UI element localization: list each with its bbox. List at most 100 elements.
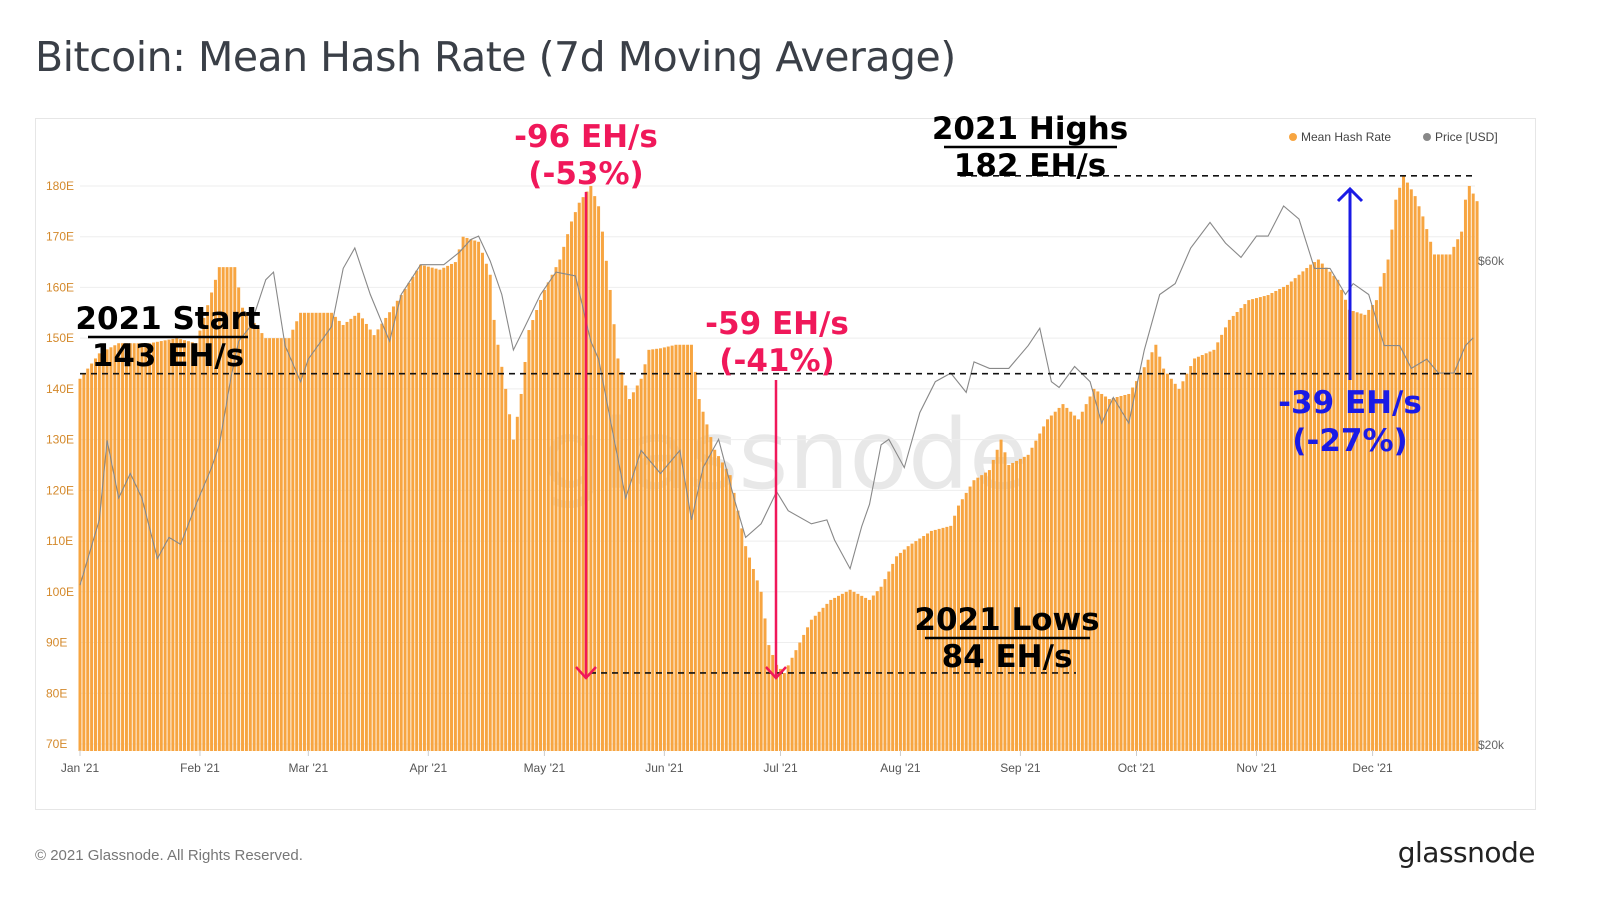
hash-rate-bar [593, 196, 597, 752]
hash-rate-bar [1367, 309, 1371, 751]
hash-rate-bar [302, 312, 306, 751]
hash-rate-bar [887, 571, 891, 751]
hash-rate-bar [1456, 239, 1460, 751]
hash-rate-bar [391, 306, 395, 751]
hash-rate-bar [109, 347, 113, 751]
hash-rate-bar [1340, 289, 1344, 751]
hash-rate-bar [213, 279, 217, 751]
hash-rate-bar [364, 323, 368, 751]
hash-rate-bar [1038, 433, 1042, 751]
hash-rate-bar [1107, 399, 1111, 751]
hash-rate-bar [217, 267, 221, 751]
hash-rate-bar [283, 338, 287, 751]
hash-rate-bar [1297, 274, 1301, 751]
hash-rate-bar [1409, 189, 1413, 752]
hash-rate-bar [241, 307, 245, 751]
hash-rate-bar [314, 312, 318, 751]
hash-rate-bar [310, 312, 314, 751]
hash-rate-bar [1057, 407, 1061, 751]
start-title: 2021 Start [75, 301, 260, 337]
hash-rate-bar [806, 627, 810, 751]
hash-rate-bar [1421, 216, 1425, 751]
hash-rate-bar [1196, 356, 1200, 751]
hash-rate-bar [666, 346, 670, 751]
legend-hash-rate-marker [1289, 133, 1297, 141]
hash-rate-bar [1061, 404, 1065, 751]
hash-rate-bar [566, 234, 570, 751]
hash-rate-bar [233, 267, 237, 751]
hash-rate-bar [802, 634, 806, 751]
hash-rate-bar [1034, 440, 1038, 751]
hash-rate-bar [999, 439, 1003, 751]
hash-rate-bar [972, 480, 976, 751]
hash-rate-bar [511, 439, 515, 751]
x-tick-label: Jun '21 [645, 761, 684, 775]
hash-rate-bar [1200, 355, 1204, 751]
hash-rate-bar [759, 591, 763, 751]
y-tick-label: 70E [46, 737, 67, 751]
y-tick-label: 150E [46, 331, 74, 345]
hash-rate-bar [1363, 314, 1367, 751]
hash-rate-bar [910, 543, 914, 751]
hash-rate-bar [1355, 312, 1359, 751]
hash-rate-bar [504, 388, 508, 751]
hash-rate-bar [473, 240, 477, 751]
hash-rate-bar [926, 533, 930, 751]
hash-rate-bar [148, 343, 152, 751]
hash-rate-bar [1305, 267, 1309, 751]
legend-price[interactable]: Price [USD] [1435, 130, 1498, 144]
hash-rate-bar [175, 338, 179, 751]
hash-rate-bar [1374, 300, 1378, 751]
hash-rate-bar [182, 340, 186, 751]
hash-rate-bar [399, 295, 403, 751]
hash-rate-bar [272, 338, 275, 751]
hash-rate-bar [1018, 458, 1022, 751]
hash-rate-bar [581, 197, 585, 751]
hash-rate-bar [256, 328, 260, 751]
legend-hash-rate[interactable]: Mean Hash Rate [1301, 130, 1391, 144]
hash-rate-bar [995, 449, 999, 751]
drop2-percent: (-41%) [719, 343, 834, 379]
hash-rate-bar [1413, 196, 1417, 752]
hash-rate-bar [956, 505, 960, 751]
hash-rate-bar [1402, 175, 1406, 752]
hash-rate-bar [237, 287, 241, 751]
hash-rate-bar [860, 595, 864, 751]
hash-rate-bar [136, 343, 140, 751]
y-right-tick: $20k [1478, 738, 1505, 752]
hash-rate-bar [244, 312, 248, 751]
hash-rate-bar [1042, 426, 1046, 751]
highs-value: 182 EH/s [954, 148, 1106, 184]
hash-rate-bar [1104, 396, 1108, 751]
hash-rate-bar [1274, 290, 1278, 751]
hash-rate-bar [415, 270, 419, 751]
hash-rate-bar [1347, 309, 1351, 751]
glassnode-logo[interactable]: glassnode [1397, 836, 1536, 869]
hash-rate-bar [1471, 193, 1475, 752]
hash-rate-bar [550, 274, 554, 751]
hash-rate-bar [1254, 298, 1258, 751]
hash-rate-bar [829, 599, 833, 751]
hash-rate-bar [786, 665, 790, 751]
y-tick-label: 90E [46, 636, 67, 650]
hash-rate-bar [991, 459, 995, 751]
hash-rate-bar [97, 353, 101, 751]
hash-rate-bar [450, 263, 454, 751]
hash-rate-bar [628, 399, 632, 751]
hash-rate-bar [895, 556, 899, 751]
hash-rate-bar [871, 595, 875, 751]
y-tick-label: 140E [46, 382, 74, 396]
hash-rate-bar [902, 549, 906, 751]
hash-rate-bar [163, 340, 167, 751]
rise-value: -39 EH/s [1278, 385, 1422, 421]
hash-rate-bar [922, 536, 926, 751]
hash-rate-bar [840, 593, 844, 751]
hash-rate-bar [1460, 231, 1464, 751]
hash-rate-bar [987, 470, 991, 751]
price-line [79, 205, 1474, 586]
hash-rate-bar [848, 589, 852, 751]
hash-rate-bar [461, 236, 465, 751]
hash-rate-bar [1289, 281, 1293, 751]
hash-rate-bar [701, 411, 705, 751]
hash-rate-bar [128, 343, 132, 751]
